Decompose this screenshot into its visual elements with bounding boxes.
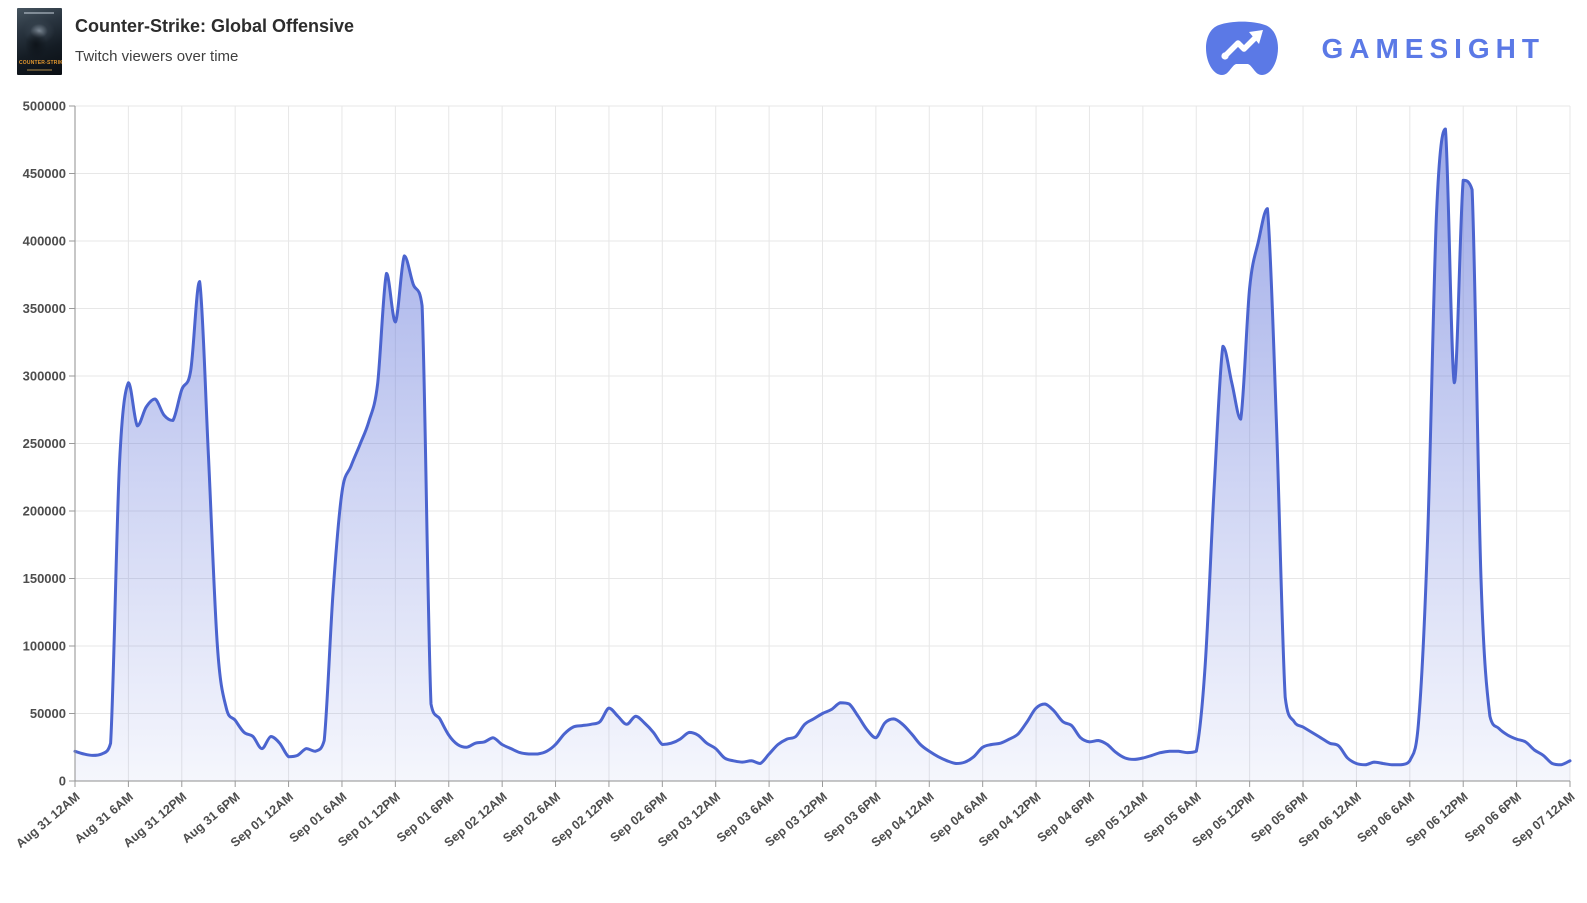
y-tick-label: 200000 <box>23 504 66 519</box>
cover-art-figure <box>25 30 47 60</box>
y-tick-label: 50000 <box>30 706 66 721</box>
cover-sub-text <box>27 69 52 71</box>
y-tick-label: 250000 <box>23 436 66 451</box>
page-title: Counter-Strike: Global Offensive <box>75 16 355 36</box>
gamesight-controller-icon <box>1206 21 1279 75</box>
gamesight-logo: GAMESIGHT <box>1205 16 1545 82</box>
chart-header: COUNTER-STRIKE Counter-Strike: Global Of… <box>0 0 1587 95</box>
y-tick-label: 500000 <box>23 99 66 114</box>
page-subtitle: Twitch viewers over time <box>75 48 239 65</box>
y-tick-label: 350000 <box>23 301 66 316</box>
grid <box>75 105 1571 781</box>
y-tick-label: 450000 <box>23 166 66 181</box>
gamesight-wordmark: GAMESIGHT <box>1321 33 1545 64</box>
viewers-line <box>73 127 1572 767</box>
y-tick-label: 300000 <box>23 369 66 384</box>
y-tick-label: 100000 <box>23 639 66 654</box>
x-tick-label: Aug 31 12AM <box>13 790 82 851</box>
y-tick-label: 0 <box>59 774 66 789</box>
game-cover-art: COUNTER-STRIKE <box>17 8 62 75</box>
cover-top-text <box>24 12 54 14</box>
y-tick-label: 400000 <box>23 234 66 249</box>
cover-game-label: COUNTER-STRIKE <box>19 60 62 66</box>
y-tick-label: 150000 <box>23 571 66 586</box>
